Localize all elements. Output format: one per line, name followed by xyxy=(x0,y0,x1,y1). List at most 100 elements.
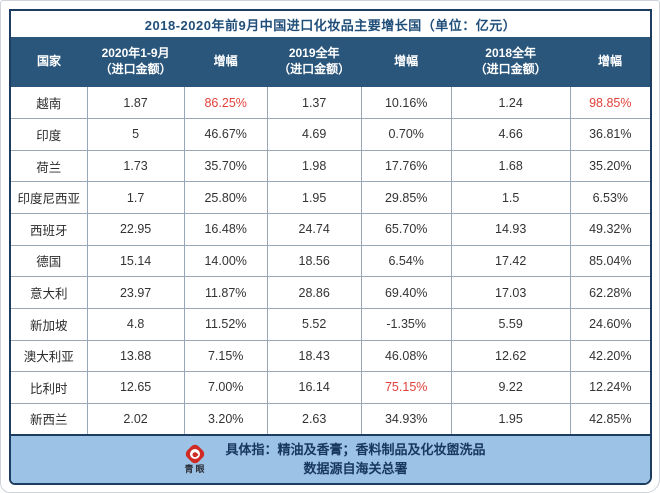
value-cell: 18.43 xyxy=(266,339,362,373)
country-cell: 荷兰 xyxy=(11,149,88,183)
value-cell: 42.20% xyxy=(569,339,650,373)
value-cell: 34.93% xyxy=(360,402,452,436)
value-cell: 12.62 xyxy=(450,339,571,373)
table-row: 比利时 12.65 7.00% 16.14 75.15% 9.22 12.24% xyxy=(11,371,650,404)
value-cell: 1.68 xyxy=(450,149,571,183)
value-cell: 3.20% xyxy=(183,402,268,436)
column-header: 增幅 xyxy=(570,37,650,87)
value-cell: 29.85% xyxy=(360,181,452,214)
value-cell: 35.70% xyxy=(183,149,268,183)
value-cell: 12.24% xyxy=(569,371,650,404)
country-cell: 越南 xyxy=(11,87,88,120)
table-row: 西班牙 22.95 16.48% 24.74 65.70% 14.93 49.32% xyxy=(11,213,650,246)
value-cell: 7.00% xyxy=(183,371,268,404)
country-cell: 澳大利亚 xyxy=(11,339,88,373)
country-cell: 意大利 xyxy=(11,276,88,309)
footer-note-line2: 数据源自海关总署 xyxy=(303,460,408,476)
value-cell: 1.95 xyxy=(450,402,571,436)
value-cell: 11.52% xyxy=(183,307,268,341)
column-header: 增幅 xyxy=(361,37,452,87)
country-cell: 德国 xyxy=(11,244,88,278)
eye-logo-icon xyxy=(184,442,207,465)
import-growth-table: 国家 2020年1-9月 （进口金额） 增幅 2019全年 （进口金额） 增幅 2018全年（… xyxy=(11,37,650,436)
value-cell: 17.42 xyxy=(450,244,571,278)
value-cell: 86.25% xyxy=(183,87,268,120)
header-row: 国家 2020年1-9月 （进口金额） 增幅 2019全年 （进口金额） 增幅 2018全年（… xyxy=(11,37,650,87)
country-cell: 印度尼西亚 xyxy=(11,181,88,214)
value-cell: 5.52 xyxy=(266,307,362,341)
value-cell: 1.87 xyxy=(86,87,185,120)
brand-logo: 青眼 xyxy=(175,442,215,474)
value-cell: 6.53% xyxy=(569,181,650,214)
value-cell: 2.02 xyxy=(86,402,185,436)
value-cell: 24.60% xyxy=(569,307,650,341)
brand-name: 青眼 xyxy=(184,463,207,474)
value-cell: 7.15% xyxy=(183,339,268,373)
value-cell: 23.97 xyxy=(86,276,185,309)
country-cell: 比利时 xyxy=(11,371,88,404)
value-cell: 2.63 xyxy=(266,402,362,436)
value-cell: 1.98 xyxy=(266,149,362,183)
value-cell: 15.14 xyxy=(86,244,185,278)
table-row: 印度 5 46.67% 4.69 0.70% 4.66 36.81% xyxy=(11,118,650,151)
value-cell: 12.65 xyxy=(86,371,185,404)
country-cell: 新西兰 xyxy=(11,402,88,436)
country-cell: 西班牙 xyxy=(11,213,88,246)
value-cell: -1.35% xyxy=(360,307,452,341)
value-cell: 6.54% xyxy=(360,244,452,278)
value-cell: 0.70% xyxy=(360,118,452,151)
value-cell: 49.32% xyxy=(569,213,650,246)
footer-bar: 青眼 具体指：精油及香膏；香料制品及化妆盥洗品 数据源自海关总署 xyxy=(11,436,650,483)
value-cell: 25.80% xyxy=(183,181,268,214)
value-cell: 4.66 xyxy=(450,118,571,151)
value-cell: 16.14 xyxy=(266,371,362,404)
table-row: 德国 15.14 14.00% 18.56 6.54% 17.42 85.04% xyxy=(11,244,650,278)
value-cell: 28.86 xyxy=(266,276,362,309)
table-row: 新加坡 4.8 11.52% 5.52 -1.35% 5.59 24.60% xyxy=(11,307,650,341)
value-cell: 1.73 xyxy=(86,149,185,183)
value-cell: 13.88 xyxy=(86,339,185,373)
column-header: 2019全年 （进口金额） xyxy=(267,37,362,87)
value-cell: 11.87% xyxy=(183,276,268,309)
value-cell: 36.81% xyxy=(569,118,650,151)
value-cell: 5.59 xyxy=(450,307,571,341)
value-cell: 85.04% xyxy=(569,244,650,278)
value-cell: 17.76% xyxy=(360,149,452,183)
column-header: 增幅 xyxy=(184,37,268,87)
table-row: 澳大利亚 13.88 7.15% 18.43 46.08% 12.62 42.20% xyxy=(11,339,650,373)
value-cell: 98.85% xyxy=(569,87,650,120)
value-cell: 5 xyxy=(86,118,185,151)
value-cell: 35.20% xyxy=(569,149,650,183)
value-cell: 1.5 xyxy=(450,181,571,214)
value-cell: 17.03 xyxy=(450,276,571,309)
country-cell: 新加坡 xyxy=(11,307,88,341)
value-cell: 24.74 xyxy=(266,213,362,246)
value-cell: 9.22 xyxy=(450,371,571,404)
column-header: 2018全年 （进口金额） xyxy=(451,37,571,87)
value-cell: 69.40% xyxy=(360,276,452,309)
value-cell: 10.16% xyxy=(360,87,452,120)
table-row: 意大利 23.97 11.87% 28.86 69.40% 17.03 62.28% xyxy=(11,276,650,309)
footer-note-line1: 具体指：精油及香膏；香料制品及化妆盥洗品 xyxy=(225,441,486,457)
value-cell: 14.00% xyxy=(183,244,268,278)
value-cell: 42.85% xyxy=(569,402,650,436)
table-row: 荷兰 1.73 35.70% 1.98 17.76% 1.68 35.20% xyxy=(11,149,650,183)
table-title: 2018-2020年前9月中国进口化妆品主要增长国（单位：亿元） xyxy=(11,11,650,37)
column-header: 2020年1-9月 （进口金额） xyxy=(87,37,185,87)
value-cell: 75.15% xyxy=(360,371,452,404)
value-cell: 14.93 xyxy=(450,213,571,246)
table-body: 越南 1.87 86.25% 1.37 10.16% 1.24 98.85% 印度 5 46.67… xyxy=(11,87,650,436)
country-cell: 印度 xyxy=(11,118,88,151)
table-row: 越南 1.87 86.25% 1.37 10.16% 1.24 98.85% xyxy=(11,87,650,120)
column-header: 国家 xyxy=(11,37,88,87)
value-cell: 1.95 xyxy=(266,181,362,214)
value-cell: 65.70% xyxy=(360,213,452,246)
table-frame: 2018-2020年前9月中国进口化妆品主要增长国（单位：亿元） 国家 2020年… xyxy=(9,9,652,485)
value-cell: 1.7 xyxy=(86,181,185,214)
value-cell: 46.67% xyxy=(183,118,268,151)
table-row: 印度尼西亚 1.7 25.80% 1.95 29.85% 1.5 6.53% xyxy=(11,181,650,214)
table-row: 新西兰 2.02 3.20% 2.63 34.93% 1.95 42.85% xyxy=(11,402,650,436)
footer-notes: 具体指：精油及香膏；香料制品及化妆盥洗品 数据源自海关总署 xyxy=(225,441,485,479)
value-cell: 46.08% xyxy=(360,339,452,373)
